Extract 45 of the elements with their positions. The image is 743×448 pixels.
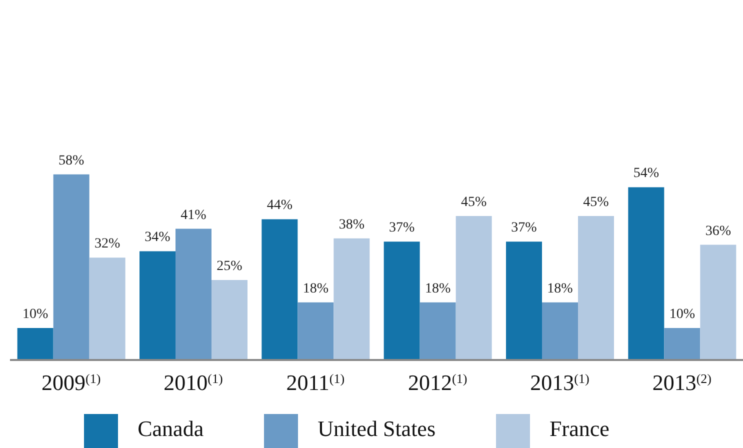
data-label: 10% [22, 307, 48, 322]
data-label: 18% [547, 281, 574, 296]
bar [334, 238, 370, 360]
bar [17, 328, 54, 360]
bar [211, 280, 248, 360]
bar [456, 216, 492, 360]
data-label: 37% [388, 220, 415, 236]
data-label: 10% [669, 307, 696, 322]
bar [664, 328, 700, 360]
data-label: 37% [511, 220, 538, 236]
data-label: 44% [266, 198, 293, 214]
data-label: 18% [424, 281, 451, 296]
data-label: 41% [180, 208, 207, 223]
x-tick-label: 2013$^{(1)}$ [530, 370, 590, 395]
data-label: 36% [705, 224, 732, 239]
bar [53, 174, 90, 360]
data-label: 32% [94, 236, 120, 252]
bar [89, 258, 126, 360]
data-label: 58% [58, 153, 84, 168]
bar [700, 244, 736, 360]
bar [139, 251, 176, 360]
data-label: 38% [338, 217, 365, 232]
data-label: 45% [583, 195, 610, 210]
legend-label: United States [318, 416, 436, 442]
data-label: 18% [302, 281, 329, 296]
x-tick-label: 2009$^{(1)}$ [41, 370, 101, 395]
bar [506, 242, 542, 360]
bar [542, 302, 578, 360]
bar [262, 219, 298, 360]
legend-label: Canada [138, 416, 204, 442]
x-tick-label: 2012$^{(1)}$ [408, 370, 468, 395]
x-tick-label: 2010$^{(1)}$ [164, 370, 223, 395]
x-tick-label: 2013$^{(2)}$ [652, 370, 712, 395]
data-label: 25% [216, 259, 243, 274]
data-label: 45% [460, 195, 487, 210]
data-label: 34% [144, 230, 171, 246]
x-tick-label: 2011$^{(1)}$ [286, 370, 345, 395]
bar [298, 302, 334, 360]
bar [578, 216, 614, 360]
bar [628, 187, 664, 360]
data-label: 54% [633, 166, 660, 182]
bar [420, 302, 456, 360]
bar [175, 228, 212, 360]
legend-label: France [550, 416, 610, 442]
bar [384, 242, 420, 360]
